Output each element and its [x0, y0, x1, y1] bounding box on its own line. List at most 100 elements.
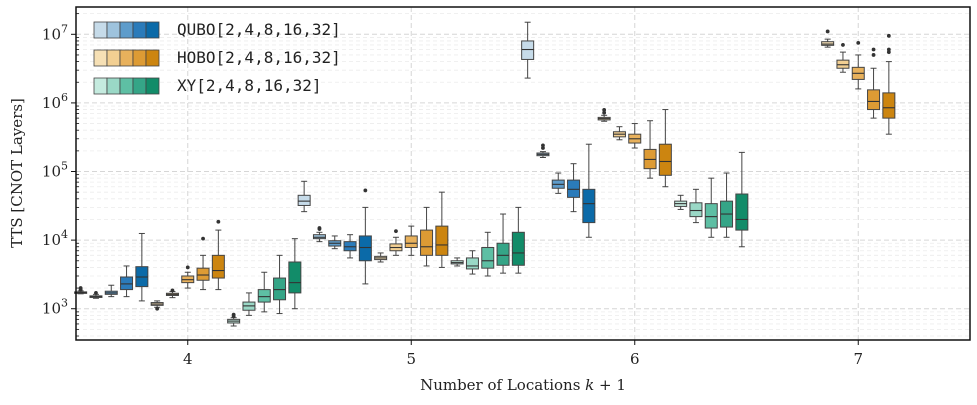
- x-tick-label: 6: [630, 350, 640, 368]
- y-tick-label-base: 10: [42, 25, 61, 43]
- boxplots: [74, 21, 896, 327]
- box-hobo: [851, 40, 865, 90]
- box-body: [120, 276, 134, 291]
- box-hobo: [882, 33, 896, 135]
- legend: QUBO[2,4,8,16,32] HOBO[2,4,8,16,32] XY[2,4…: [93, 20, 341, 95]
- box-xy: [227, 312, 241, 327]
- legend-swatch: [119, 49, 134, 67]
- y-tick-label-base: 10: [42, 231, 61, 249]
- box-body: [704, 203, 718, 229]
- box-qubo: [89, 291, 103, 299]
- box-hobo: [836, 43, 850, 73]
- box-hobo: [867, 47, 881, 119]
- box-qubo: [135, 232, 149, 302]
- legend-swatch: [145, 77, 160, 95]
- y-tick-label-exponent: 4: [61, 228, 68, 241]
- box-qubo: [343, 234, 357, 259]
- box-hobo: [628, 123, 642, 149]
- box-body: [404, 235, 418, 249]
- legend-swatch: [93, 77, 108, 95]
- box-qubo: [567, 163, 581, 213]
- legend-label: HOBO[2,4,8,16,32]: [177, 48, 341, 67]
- outlier-point: [394, 229, 398, 234]
- box-hobo: [196, 236, 210, 291]
- y-tick-label-base: 10: [42, 94, 61, 112]
- box-body: [735, 193, 749, 231]
- box-body: [689, 202, 703, 218]
- box-qubo: [297, 180, 311, 213]
- box-qubo: [104, 284, 118, 298]
- box-qubo: [328, 235, 342, 250]
- outlier-point: [94, 291, 98, 295]
- outlier-point: [231, 312, 236, 317]
- box-hobo: [389, 229, 403, 256]
- outlier-point: [886, 47, 891, 52]
- box-hobo: [643, 120, 657, 179]
- legend-swatch: [119, 21, 134, 39]
- box-hobo: [821, 29, 835, 48]
- box-qubo: [536, 143, 550, 159]
- box-body: [273, 277, 287, 301]
- box-hobo: [404, 225, 418, 256]
- box-hobo: [374, 252, 388, 263]
- y-tick-label-base: 10: [42, 300, 61, 318]
- box-xy: [689, 188, 703, 224]
- x-axis-title-suffix: + 1: [594, 376, 626, 394]
- y-tick-label-exponent: 3: [61, 297, 68, 310]
- box-hobo: [181, 265, 195, 289]
- box-hobo: [612, 126, 626, 141]
- box-hobo: [211, 219, 225, 291]
- box-body: [481, 247, 495, 269]
- legend-swatch: [93, 21, 108, 39]
- outlier-point: [216, 219, 221, 224]
- box-xy: [273, 254, 287, 315]
- outlier-point: [185, 265, 190, 270]
- box-xy: [704, 177, 718, 238]
- x-axis: 4 5 6 7: [183, 340, 863, 368]
- outlier-point: [78, 286, 83, 290]
- box-qubo: [521, 21, 535, 79]
- outlier-point: [201, 236, 205, 241]
- grid: [76, 7, 970, 340]
- box-xy: [257, 271, 271, 313]
- x-tick-label: 4: [183, 350, 193, 368]
- outlier-point: [871, 47, 876, 52]
- box-body: [257, 289, 271, 303]
- y-tick-label: 107: [42, 22, 68, 43]
- x-tick-label: 7: [853, 350, 863, 368]
- box-xy: [288, 238, 302, 310]
- legend-swatch: [132, 77, 147, 95]
- legend-entry: XY[2,4,8,16,32]: [93, 76, 322, 95]
- y-tick-label-exponent: 5: [61, 160, 68, 173]
- outlier-point: [886, 33, 891, 38]
- legend-entry: QUBO[2,4,8,16,32]: [93, 20, 341, 39]
- y-tick-label: 103: [42, 297, 68, 318]
- legend-label: QUBO[2,4,8,16,32]: [177, 20, 341, 39]
- box-qubo: [582, 143, 596, 238]
- x-axis-title-k: k: [585, 376, 594, 394]
- y-axis-title: TTS [CNOT Layers]: [8, 98, 26, 248]
- outlier-point: [871, 53, 876, 57]
- box-hobo: [165, 288, 179, 299]
- box-body: [496, 242, 510, 266]
- outlier-point: [155, 306, 160, 311]
- box-qubo: [312, 226, 326, 243]
- legend-swatch: [119, 77, 134, 95]
- box-body: [358, 235, 372, 262]
- outlier-point: [841, 43, 845, 47]
- legend-swatch: [132, 21, 147, 39]
- legend-swatch: [145, 21, 160, 39]
- y-tick-label-exponent: 7: [61, 22, 68, 35]
- outlier-point: [602, 108, 607, 112]
- outlier-point: [602, 110, 607, 115]
- box-qubo: [120, 265, 134, 298]
- y-tick-label-exponent: 6: [61, 91, 68, 104]
- box-hobo: [435, 191, 449, 268]
- x-axis-title: Number of Locations k + 1: [420, 376, 626, 394]
- outlier-point: [541, 143, 545, 148]
- box-body: [821, 41, 835, 46]
- y-tick-label: 106: [42, 91, 68, 112]
- y-tick-label: 104: [42, 228, 68, 249]
- legend-entry: HOBO[2,4,8,16,32]: [93, 48, 341, 67]
